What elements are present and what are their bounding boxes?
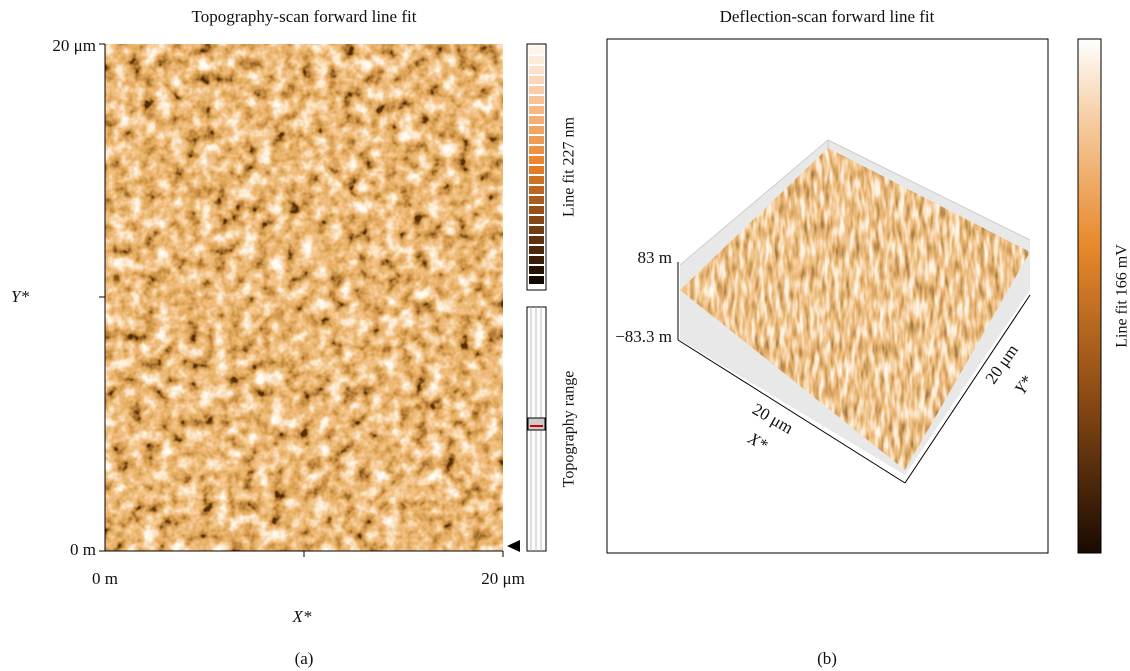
z-tick-label: 83 m	[638, 248, 672, 267]
y-tick-label: 0 m	[70, 540, 96, 559]
colorbar-step	[529, 46, 544, 54]
panel-title: Topography-scan forward line fit	[192, 7, 417, 26]
colorbar-step	[529, 156, 544, 164]
colorbar	[1077, 38, 1102, 554]
colorbar-step	[529, 186, 544, 194]
colorbar-step	[529, 236, 544, 244]
range-bar	[526, 306, 547, 552]
x-tick-label: 20 μm	[481, 569, 525, 588]
colorbar-step	[529, 216, 544, 224]
colorbar-step	[529, 86, 544, 94]
z-tick-label: −83.3 m	[615, 327, 672, 346]
colorbar-step	[529, 256, 544, 264]
caption: (a)	[295, 649, 314, 668]
panel-title: Deflection-scan forward line fit	[720, 7, 935, 26]
colorbar-step	[529, 96, 544, 104]
colorbar-step	[529, 176, 544, 184]
x-axis-label: X*	[292, 607, 312, 626]
colorbar-label: Line fit 227 nm	[561, 116, 578, 217]
colorbar-step	[529, 146, 544, 154]
colorbar-step	[529, 126, 544, 134]
caption: (b)	[817, 649, 837, 668]
colorbar-label: Line fit 166 mV	[1114, 244, 1130, 348]
colorbar-step	[529, 166, 544, 174]
y-axis-label: Y*	[11, 287, 29, 306]
colorbar	[529, 46, 544, 284]
x-tick-label: 0 m	[92, 569, 118, 588]
colorbar-step	[529, 206, 544, 214]
colorbar-step	[529, 266, 544, 274]
colorbar-step	[529, 226, 544, 234]
range-label: Topography range	[561, 371, 578, 488]
y-tick-label: 20 μm	[52, 36, 96, 55]
marker	[507, 540, 520, 552]
colorbar-step	[529, 136, 544, 144]
colorbar-step	[529, 276, 544, 284]
afm-image	[105, 44, 503, 551]
colorbar-step	[529, 66, 544, 74]
colorbar-step	[529, 106, 544, 114]
axis-3d	[677, 262, 1031, 484]
colorbar-step	[529, 56, 544, 64]
colorbar-step	[529, 196, 544, 204]
colorbar-step	[529, 116, 544, 124]
colorbar-frame	[526, 43, 547, 291]
colorbar-step	[529, 76, 544, 84]
colorbar-step	[529, 246, 544, 254]
